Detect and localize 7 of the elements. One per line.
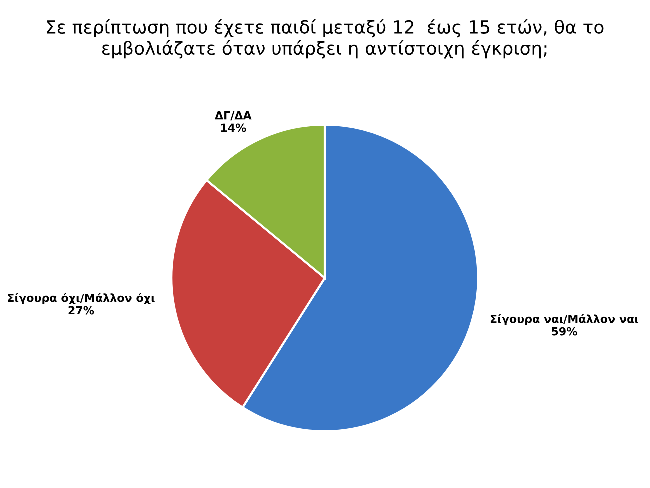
data-label: 59%: [552, 327, 578, 336]
slice-label: Σίγουρα ναι/Μάλλον ναι: [490, 314, 639, 326]
slice-label: Σίγουρα όχι/Μάλλον όχι: [8, 293, 155, 304]
slice-label: ΔΓ/ΔΑ: [214, 111, 252, 121]
data-label: 27%: [68, 306, 94, 315]
data-label: 14%: [221, 124, 246, 132]
chart-title: Σε περίπτωση που έχετε παιδί μεταξύ 12 έως 15 ετών, θα το εμβολιάζατε όταν υπάρξει η αντίστοιχη έγκριση;: [47, 19, 604, 59]
